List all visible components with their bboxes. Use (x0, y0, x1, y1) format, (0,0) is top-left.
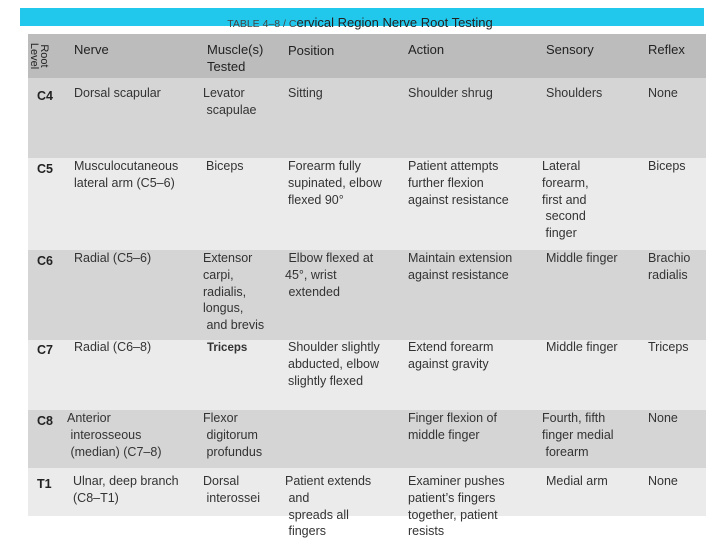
row-action: Shoulder shrug (408, 86, 493, 100)
table-row: C8 Anterior interosseous (median) (C7–8)… (28, 410, 706, 468)
row-sensory: Middle finger (546, 340, 618, 354)
header-nerve: Nerve (74, 42, 109, 57)
row-muscles: Extensor carpi, radialis, longus, and br… (203, 251, 265, 333)
table-row: C7 Radial (C6–8) Triceps Shoulder slight… (28, 340, 706, 410)
header-muscles: Muscle(s) Tested (207, 42, 264, 74)
row-reflex: None (648, 474, 678, 488)
row-muscles: Biceps (206, 159, 244, 173)
row-nerve: Radial (C6–8) (74, 340, 152, 354)
row-position: Sitting (288, 86, 323, 100)
row-root: C6 (37, 254, 53, 268)
row-root: C8 (37, 414, 53, 428)
row-sensory: Shoulders (546, 86, 603, 100)
row-sensory: Lateral forearm, first and second finger (542, 159, 589, 241)
row-position: Elbow flexed at 45°, wrist extended (285, 251, 374, 299)
row-nerve: Ulnar, deep branch (C8–T1) (73, 474, 179, 505)
row-muscles: Dorsal interossei (203, 474, 260, 505)
row-muscles: Triceps (207, 342, 248, 354)
caption-prefix: TABLE 4–8 / C (227, 18, 297, 30)
table-caption: TABLE 4–8 / Cervical Region Nerve Root T… (0, 15, 720, 30)
row-root: C5 (37, 162, 53, 176)
table-row: C5 Musculocutaneous lateral arm (C5–6) B… (28, 158, 706, 250)
row-reflex: None (648, 86, 678, 100)
table-row: C6 Radial (C5–6) Extensor carpi, radiali… (28, 250, 706, 340)
row-reflex: None (648, 411, 678, 425)
header-position: Position (288, 43, 335, 58)
row-muscles: Flexor digitorum profundus (203, 411, 263, 459)
row-position: Patient extends and spreads all fingers (285, 474, 372, 539)
row-action: Patient attempts further flexion against… (408, 159, 509, 207)
row-sensory: Middle finger (546, 251, 618, 265)
row-position: Forearm fully supinated, elbow flexed 90… (288, 159, 382, 207)
row-action: Finger flexion of middle finger (408, 411, 497, 442)
row-nerve: Dorsal scapular (74, 86, 161, 100)
header-sensory: Sensory (546, 42, 594, 57)
row-muscles: Levator scapulae (203, 86, 257, 117)
row-root: T1 (37, 477, 52, 491)
table-row: T1 Ulnar, deep branch (C8–T1) Dorsal int… (28, 468, 706, 538)
header-reflex: Reflex (648, 42, 685, 57)
header-root-level: Root Level (28, 42, 51, 70)
row-root: C4 (37, 89, 53, 103)
row-action: Extend forearm against gravity (408, 340, 494, 371)
row-sensory: Fourth, fifth finger medial forearm (542, 411, 614, 459)
row-position: Shoulder slightly abducted, elbow slight… (288, 340, 380, 388)
caption-title: ervical Region Nerve Root Testing (296, 15, 493, 30)
nerve-root-table: Root Level Nerve Muscle(s) Tested Positi… (28, 34, 706, 538)
table-header: Root Level Nerve Muscle(s) Tested Positi… (28, 34, 706, 78)
header-root-level-cell: Root Level (28, 34, 50, 78)
row-nerve: Musculocutaneous lateral arm (C5–6) (74, 159, 179, 190)
table-row: C4 Dorsal scapular Levator scapulae Sitt… (28, 78, 706, 158)
row-reflex: Brachio radialis (648, 251, 691, 282)
title-bar (20, 8, 704, 26)
row-action: Maintain extension against resistance (408, 251, 513, 282)
row-reflex: Triceps (648, 340, 689, 354)
row-nerve: Radial (C5–6) (74, 251, 152, 265)
row-action: Examiner pushes patient’s fingers togeth… (408, 474, 505, 539)
row-reflex: Biceps (648, 159, 686, 173)
header-action: Action (408, 42, 445, 57)
row-sensory: Medial arm (546, 474, 608, 488)
row-nerve: Anterior interosseous (median) (C7–8) (67, 411, 162, 459)
row-root: C7 (37, 343, 53, 357)
